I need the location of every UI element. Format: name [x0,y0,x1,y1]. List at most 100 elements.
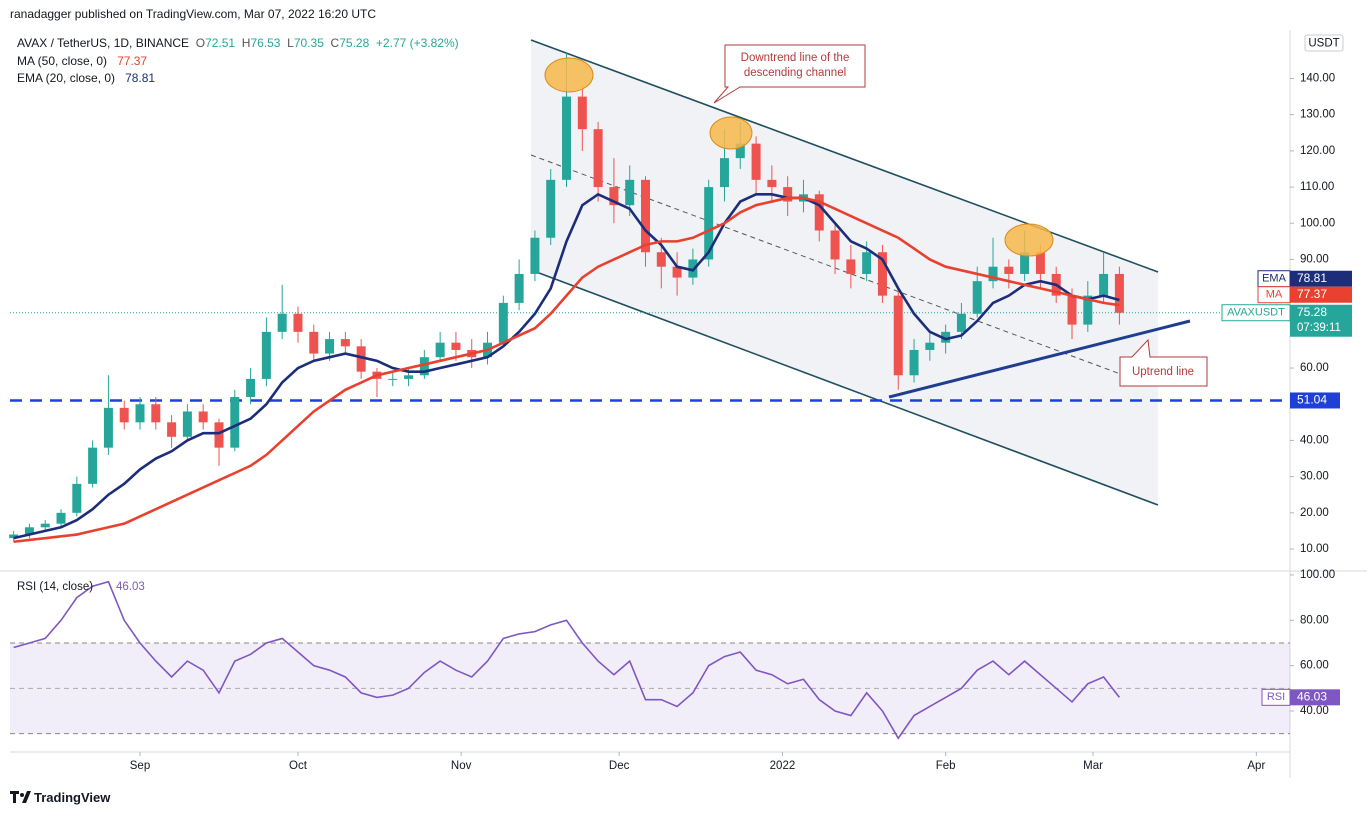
candle-body [451,342,461,350]
peak-marker [709,116,753,150]
ma-badge-value: 77.37 [1297,287,1327,301]
candle-body [246,378,256,397]
y-tick-label: 90.00 [1300,253,1329,265]
candle-body [625,179,635,206]
x-tick-label: Nov [451,760,472,772]
indicator-row: MA (50, close, 0) 77.37 [17,53,459,71]
x-tick-label: Oct [289,760,308,772]
candle-body [182,411,192,437]
candle-body [640,179,650,253]
candle-body [593,129,603,188]
candle-body [198,411,208,423]
candle-body [909,349,919,376]
quote-key: L [287,36,294,50]
x-tick-label: Apr [1247,760,1265,772]
candle-body [514,273,524,303]
y-tick-label: 40.00 [1300,705,1329,717]
callout-box [1119,338,1208,387]
price-badge-value: 75.28 [1297,305,1327,319]
rsi-badge-value-bg [1290,689,1340,706]
price-badge-value-bg [1290,304,1352,337]
candle-body [356,346,366,372]
x-tick-label: Dec [609,760,630,772]
ma-badge-name: MA [1266,289,1283,301]
candle-body [1035,252,1045,274]
y-tick-label: 140.00 [1300,73,1335,85]
candle-body [988,266,998,282]
y-tick-label: 100.00 [1300,217,1335,229]
candle-body [88,447,98,484]
x-tick-label: Feb [936,760,956,772]
candle-body [40,523,50,528]
symbol-row: AVAX / TetherUS, 1D, BINANCE O72.51 H76.… [17,35,459,53]
indicator-value: 77.37 [117,53,148,68]
candle-body [704,187,714,260]
footer-brand: TradingView [34,790,111,805]
rsi-badge-value: 46.03 [1297,689,1327,703]
annotation: Downtrend line of the [741,52,850,64]
y-tick-label: 40.00 [1300,434,1329,446]
quote-value: 75.28 [339,36,370,50]
candle-body [846,259,856,274]
x-tick-label: Mar [1083,760,1103,772]
indicator-name: MA (50, close, 0) [17,53,108,68]
candle-body [261,331,271,379]
indicator-line [13,196,1120,544]
quote-key: C [330,36,340,50]
candle-body [293,313,303,332]
candle-body [562,96,572,180]
ema-badge-value: 78.81 [1297,271,1327,285]
currency-badge [1304,34,1344,52]
candle-body [167,422,177,437]
annotation: Uptrend line [1132,366,1194,378]
quote-key: O [195,36,206,50]
candle-body [309,331,319,354]
uptrend-line [888,319,1191,399]
y-tick-label: 120.00 [1300,145,1335,157]
candle-body [656,252,666,267]
indicator-name: EMA (20, close, 0) [17,71,116,85]
symbol: AVAX / TetherUS, 1D, BINANCE [17,36,190,50]
candle-body [230,396,240,448]
candle-body [435,342,445,358]
candle-body [388,378,398,380]
candle-body [325,339,335,354]
x-tick-label: 2022 [770,760,796,772]
quote-change: +2.77 (+3.82%) [375,36,459,50]
candle-body [546,179,556,238]
y-tick-label: 60.00 [1300,660,1329,672]
candle-body [830,230,840,260]
candle-body [783,187,793,202]
candle-body [972,281,982,314]
callout-box [713,44,866,104]
annotation: descending channel [744,67,846,79]
candle-body [672,266,682,278]
quote-value: 76.53 [250,36,281,50]
candle-body [956,313,966,332]
y-tick-label: 100.00 [1300,569,1335,581]
legend: AVAX / TetherUS, 1D, BINANCE O72.51 H76.… [17,35,459,88]
price-badge-name: AVAXUSDT [1227,307,1285,319]
y-tick-label: 80.00 [1300,614,1329,626]
rsi-line [13,580,1121,740]
candle-body [24,527,34,535]
candle-body [340,339,350,347]
candle-body [814,194,824,231]
candle-body [609,187,619,206]
rsi-badge-name: RSI [1267,691,1285,703]
candle-body [419,357,429,376]
peak-marker [544,57,594,93]
drawings-back [10,39,1290,506]
candle-body [214,422,224,448]
quote-value: 72.51 [205,36,236,50]
channel-bottom [530,269,1159,506]
candle-body [135,404,145,423]
ma-badge-value-bg [1290,286,1352,303]
candle-body [530,237,540,274]
y-tick-label: 30.00 [1300,471,1329,483]
rsi-legend-value: 46.03 [116,581,145,593]
candle-body [404,375,414,379]
logo [10,791,31,803]
